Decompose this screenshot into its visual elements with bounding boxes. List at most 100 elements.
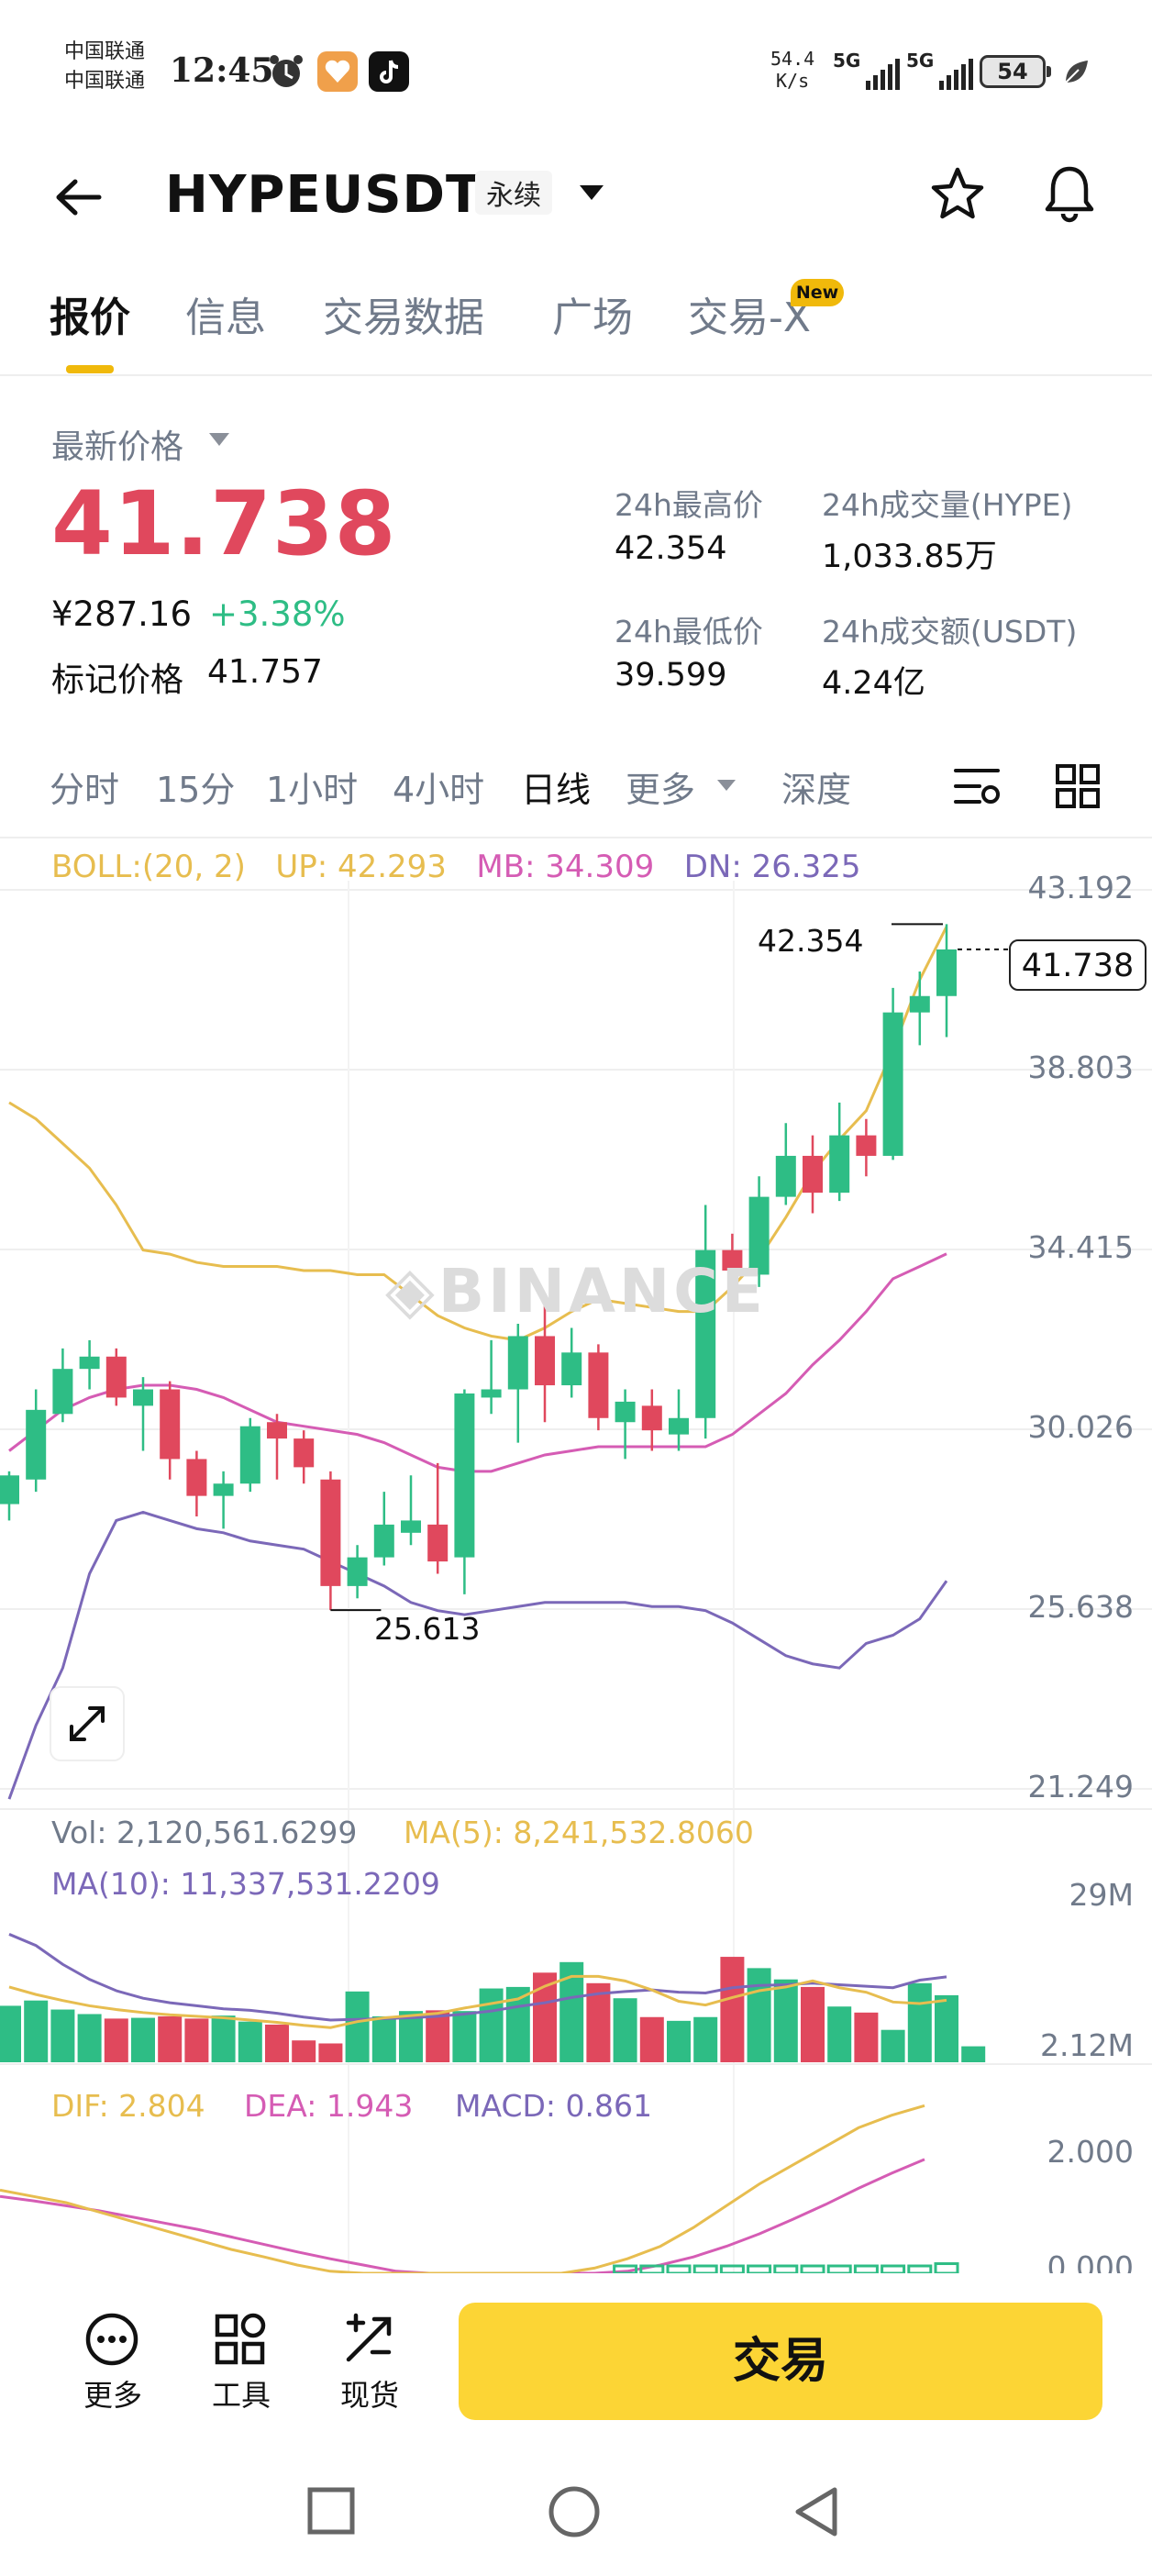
boll-params: BOLL:(20, 2) [51, 849, 246, 885]
volume-bar [104, 2018, 128, 2062]
layout-grid-icon[interactable] [1055, 763, 1101, 809]
back-nav-icon[interactable] [791, 2486, 842, 2539]
macd-histogram-bar [719, 2264, 745, 2275]
candle-body [507, 1336, 528, 1390]
candle-body [695, 1249, 716, 1418]
carrier-1: 中国联通 [64, 40, 146, 63]
tools-icon[interactable] [213, 2312, 268, 2367]
interval-1h[interactable]: 1小时 [266, 770, 359, 810]
turnover-24h-label: 24h成交额(USDT) [822, 614, 1078, 650]
volume-bar [639, 2016, 664, 2062]
last-price-label[interactable]: 最新价格 [51, 428, 184, 466]
price-cny: ¥287.16 [51, 594, 193, 634]
interval-timeshare[interactable]: 分时 [50, 770, 120, 810]
volume-bar [211, 2015, 236, 2062]
volume-bar [479, 1988, 504, 2062]
boll-dn: DN: 26.325 [683, 849, 861, 885]
binance-watermark: ◈BINANCE [385, 1252, 767, 1327]
expand-icon [70, 1706, 105, 1741]
tab-trading-data[interactable]: 交易数据 [323, 294, 484, 341]
tab-trade-x[interactable]: 交易-X [688, 294, 812, 341]
volume-bar [158, 2015, 183, 2062]
more-button-label[interactable]: 更多 [83, 2378, 142, 2413]
interval-more[interactable]: 更多 [626, 770, 696, 810]
signal-bars-2-icon [939, 53, 973, 90]
signal-label-2: 5G [906, 50, 935, 72]
expand-chart-button[interactable] [50, 1686, 125, 1761]
volume-24h-label: 24h成交量(HYPE) [822, 487, 1073, 523]
candle-body [588, 1352, 609, 1418]
tab-square[interactable]: 广场 [552, 294, 633, 341]
mark-price-label: 标记价格 [51, 661, 184, 699]
volume-axis-top: 29M [1069, 1877, 1134, 1913]
macd-histogram-bar [639, 2264, 665, 2275]
price-axis-tick: 43.192 [1027, 870, 1134, 905]
macd-histogram-bar [666, 2264, 692, 2275]
candle-body [775, 1155, 796, 1197]
macd-histogram-bar [934, 2262, 959, 2275]
interval-depth[interactable]: 深度 [781, 770, 852, 810]
high-24h-value: 42.354 [615, 530, 727, 567]
macd-histogram-bar [692, 2264, 718, 2275]
volume-bar [613, 1998, 637, 2062]
macd-histogram-bar [800, 2264, 825, 2275]
trade-button[interactable]: 交易 [459, 2303, 1102, 2420]
candle-body [401, 1520, 421, 1533]
price-change-percent: +3.38% [209, 594, 346, 634]
volume-bar [881, 2029, 905, 2062]
price-type-dropdown-icon[interactable] [207, 431, 231, 448]
macd-value: MACD: 0.861 [455, 2088, 652, 2124]
volume-bar [854, 2012, 879, 2062]
price-axis-tick: 38.803 [1027, 1049, 1134, 1085]
contract-type-badge[interactable]: 永续 [475, 171, 552, 215]
recent-apps-icon[interactable] [306, 2486, 356, 2536]
candle-body [454, 1393, 475, 1558]
candle-body [856, 1135, 877, 1156]
macd-histogram-bar [881, 2264, 906, 2275]
tab-info[interactable]: 信息 [185, 294, 266, 341]
candle-body [748, 1196, 770, 1275]
indicator-settings-icon[interactable] [952, 763, 1002, 809]
spot-button-label[interactable]: 现货 [339, 2378, 399, 2413]
current-price-tag[interactable]: 41.738 [1009, 939, 1146, 991]
volume-bar [773, 1979, 798, 2062]
interval-15m[interactable]: 15分 [156, 770, 236, 810]
volume-bar [747, 1968, 771, 2062]
chart-grid [0, 881, 1152, 2273]
interval-4h[interactable]: 4小时 [393, 770, 485, 810]
volume-value: Vol: 2,120,561.6299 [51, 1815, 358, 1850]
home-icon[interactable] [547, 2486, 602, 2541]
candle-body [105, 1356, 127, 1398]
spot-convert-icon[interactable] [341, 2312, 396, 2367]
interval-more-dropdown-icon[interactable] [715, 778, 737, 793]
tab-quote[interactable]: 报价 [50, 294, 130, 341]
candle-body [936, 949, 957, 996]
price-axis-tick: 25.638 [1027, 1589, 1134, 1625]
tools-button-label[interactable]: 工具 [211, 2378, 271, 2413]
candle-body [0, 1475, 19, 1505]
new-badge: New [791, 279, 844, 306]
candle-body [561, 1352, 582, 1386]
volume-bar [667, 2020, 691, 2062]
candle-body [186, 1459, 207, 1496]
candle-body [133, 1389, 153, 1406]
leaf-icon [1065, 61, 1088, 83]
pair-title[interactable]: HYPEUSDT [165, 165, 482, 225]
back-arrow-icon[interactable] [51, 174, 106, 220]
macd-histogram-bar [826, 2264, 852, 2275]
candle-body [26, 1409, 47, 1480]
pair-dropdown-icon[interactable] [578, 183, 605, 202]
net-speed-value: 54.4 [770, 48, 815, 70]
low-24h-label: 24h最低价 [615, 614, 763, 650]
candle-body [829, 1135, 850, 1194]
kline-chart[interactable] [0, 881, 1152, 2284]
interval-daily[interactable]: 日线 [521, 770, 592, 810]
candle-body [373, 1524, 394, 1558]
candle-body [239, 1426, 260, 1484]
candle-body [909, 995, 930, 1013]
favorite-star-icon[interactable] [928, 165, 987, 224]
bell-icon[interactable] [1040, 163, 1099, 224]
more-icon[interactable] [84, 2312, 139, 2367]
volume-bar [586, 1982, 611, 2062]
candle-body [52, 1369, 73, 1415]
